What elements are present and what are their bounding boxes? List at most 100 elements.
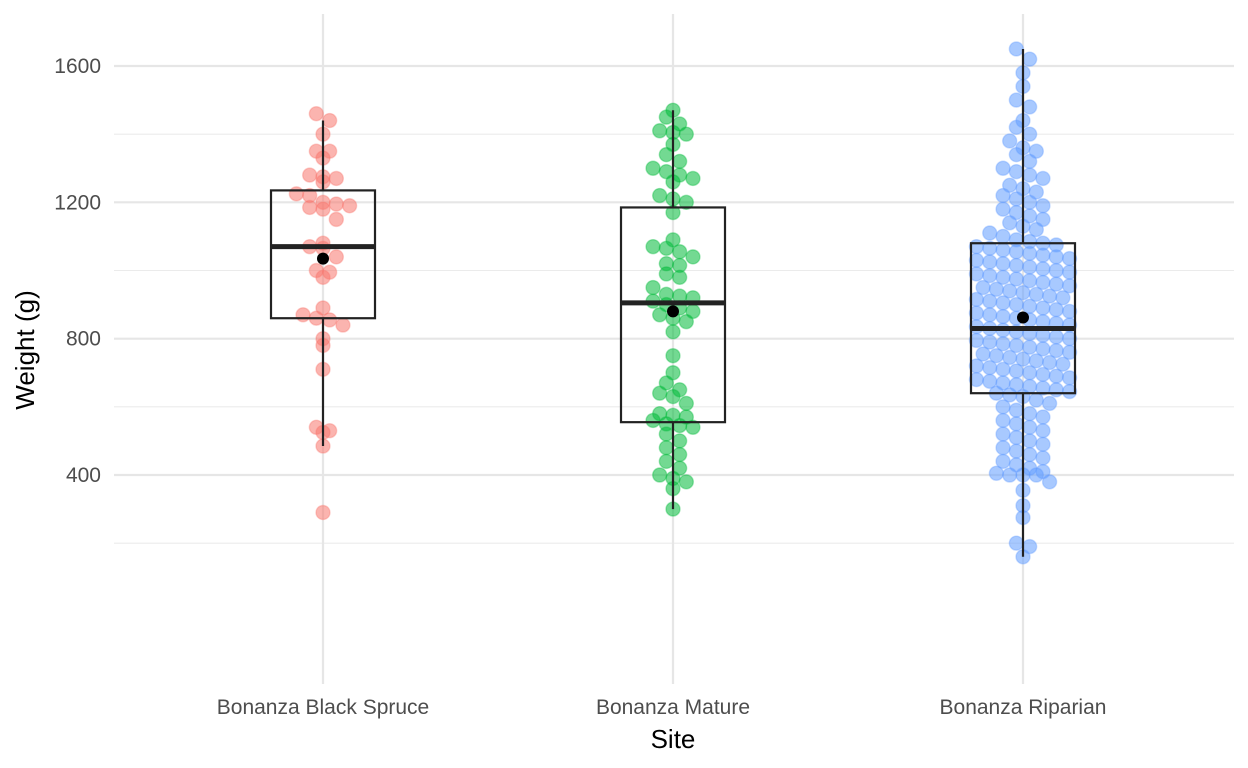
y-tick-labels: 400 800 1200 1600 [54,55,101,487]
data-point [1021,99,1038,115]
mean-marker [1017,311,1029,324]
data-point [995,201,1011,217]
data-point [995,453,1011,470]
data-point [645,238,661,255]
data-point [295,307,311,323]
data-point [995,361,1011,378]
data-point [1035,409,1051,425]
mean-marker [667,305,679,318]
data-point [658,240,675,257]
data-point [321,312,338,328]
data-point [678,313,694,330]
data-point [988,465,1005,481]
data-point [665,388,681,405]
data-point [1008,363,1025,379]
data-point [665,348,681,364]
x-tick-label: Bonanza Black Spruce [217,696,429,719]
data-point [671,433,688,449]
data-point [315,201,331,217]
data-point [1021,51,1038,67]
data-point [658,440,675,456]
data-point [982,359,998,376]
data-point [288,186,305,202]
data-point [1021,259,1038,275]
data-point [678,126,694,142]
data-point [982,307,998,323]
data-point [1002,467,1018,483]
data-point [658,426,675,442]
data-point [1035,436,1051,453]
iqr-box [619,206,727,424]
data-point [1048,368,1064,384]
data-point [671,269,688,286]
data-point [315,504,331,521]
data-point [1008,244,1025,260]
data-point [1048,262,1064,279]
data-point [315,300,331,316]
data-point [1002,133,1018,149]
data-point [1041,395,1058,412]
data-point [645,160,661,176]
data-point [302,199,318,216]
data-point [982,293,998,309]
data-point [685,170,701,187]
data-point [1028,143,1045,159]
data-point [328,170,344,187]
data-point [1021,298,1038,314]
data-point [1008,119,1025,136]
data-point [995,295,1011,311]
data-point [1002,215,1018,231]
data-point [658,266,675,282]
data-point [1008,163,1025,180]
data-point [652,307,668,323]
data-point [1008,257,1025,274]
data-point [645,412,661,429]
data-point [1048,329,1064,345]
data-point [1061,278,1078,294]
data-point [1021,153,1038,170]
data-point [335,317,351,333]
data-point [671,153,688,170]
data-point [995,440,1011,456]
data-point [658,146,675,163]
data-point [652,467,668,483]
data-point [995,412,1011,429]
data-point [995,399,1011,415]
data-point [1021,194,1038,211]
data-point [1008,146,1025,163]
data-point [678,474,694,490]
data-point [1008,416,1025,432]
data-point [308,106,325,122]
data-point [1008,92,1025,108]
data-point [671,244,688,260]
data-point [1035,247,1051,263]
data-point [652,385,668,401]
data-point [1035,170,1051,187]
data-point [658,375,675,391]
data-point [671,417,688,434]
data-point [1021,167,1038,183]
x-tick-label: Bonanza Riparian [940,696,1107,719]
data-point [995,308,1011,325]
data-point [652,187,668,204]
data-point [1008,191,1025,207]
data-point [1028,221,1045,238]
data-point [1035,198,1051,214]
y-tick-label: 400 [66,464,101,487]
data-point [645,279,661,296]
data-point [1035,300,1051,316]
mean-marker [317,252,329,265]
data-point [678,395,694,412]
data-point [665,324,681,340]
y-tick-label: 1600 [54,55,101,78]
data-point [995,426,1011,442]
data-point [328,211,344,228]
data-point [1021,405,1038,422]
data-point [1048,249,1064,265]
iqr-box [269,189,377,320]
data-point [982,254,998,270]
y-tick-label: 1200 [54,191,101,214]
x-tick-label: Bonanza Mature [596,696,750,719]
iqr-box [969,242,1077,395]
data-point [1021,446,1038,463]
